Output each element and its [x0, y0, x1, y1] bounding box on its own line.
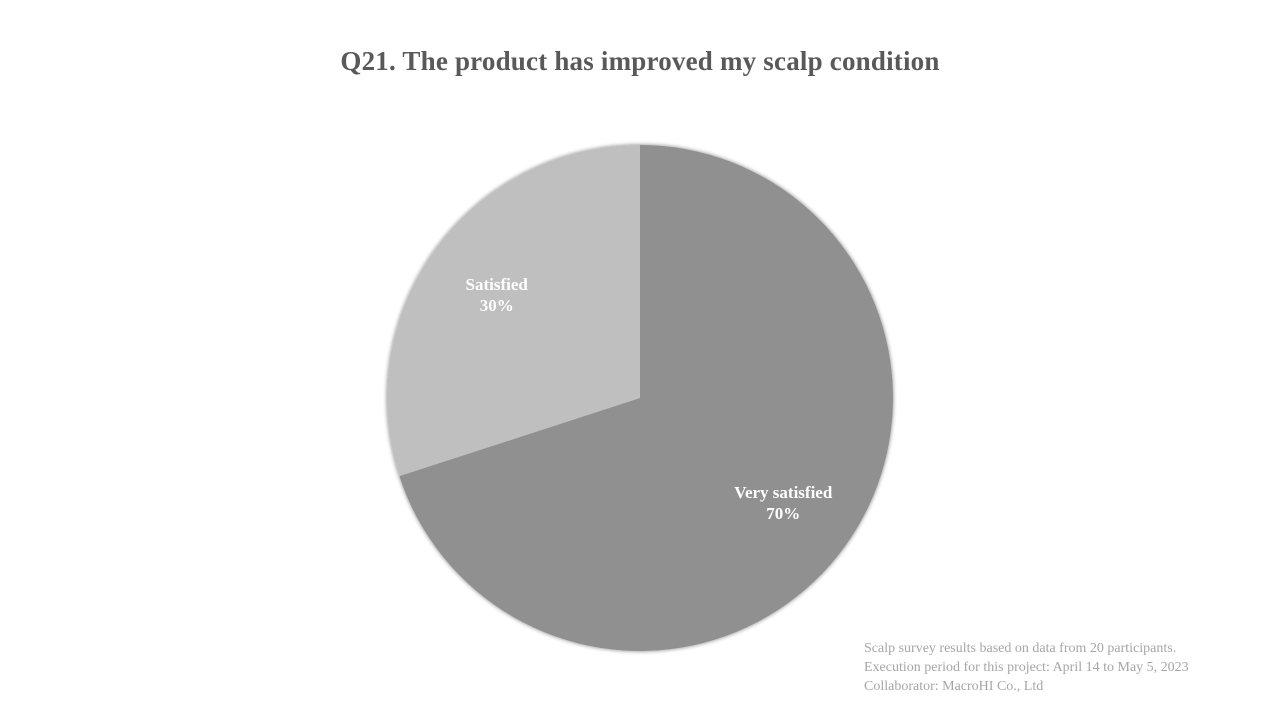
footnote-period: Execution period for this project: April…	[864, 660, 1189, 675]
footnote-collaborator: Collaborator: MacroHI Co., Ltd	[864, 679, 1044, 694]
pie-slice-satisfied	[387, 145, 640, 477]
chart-title: Q21. The product has improved my scalp c…	[340, 46, 940, 76]
footnote: Scalp survey results based on data from …	[864, 639, 1189, 696]
slice-label-value: 70%	[766, 504, 800, 523]
pie-slice-very-satisfied	[399, 145, 893, 652]
slice-label-value: 30%	[480, 296, 514, 315]
slice-label-name: Very satisfied	[734, 483, 833, 502]
slice-label-name: Satisfied	[466, 275, 529, 294]
footnote-participants: Scalp survey results based on data from …	[864, 641, 1177, 656]
